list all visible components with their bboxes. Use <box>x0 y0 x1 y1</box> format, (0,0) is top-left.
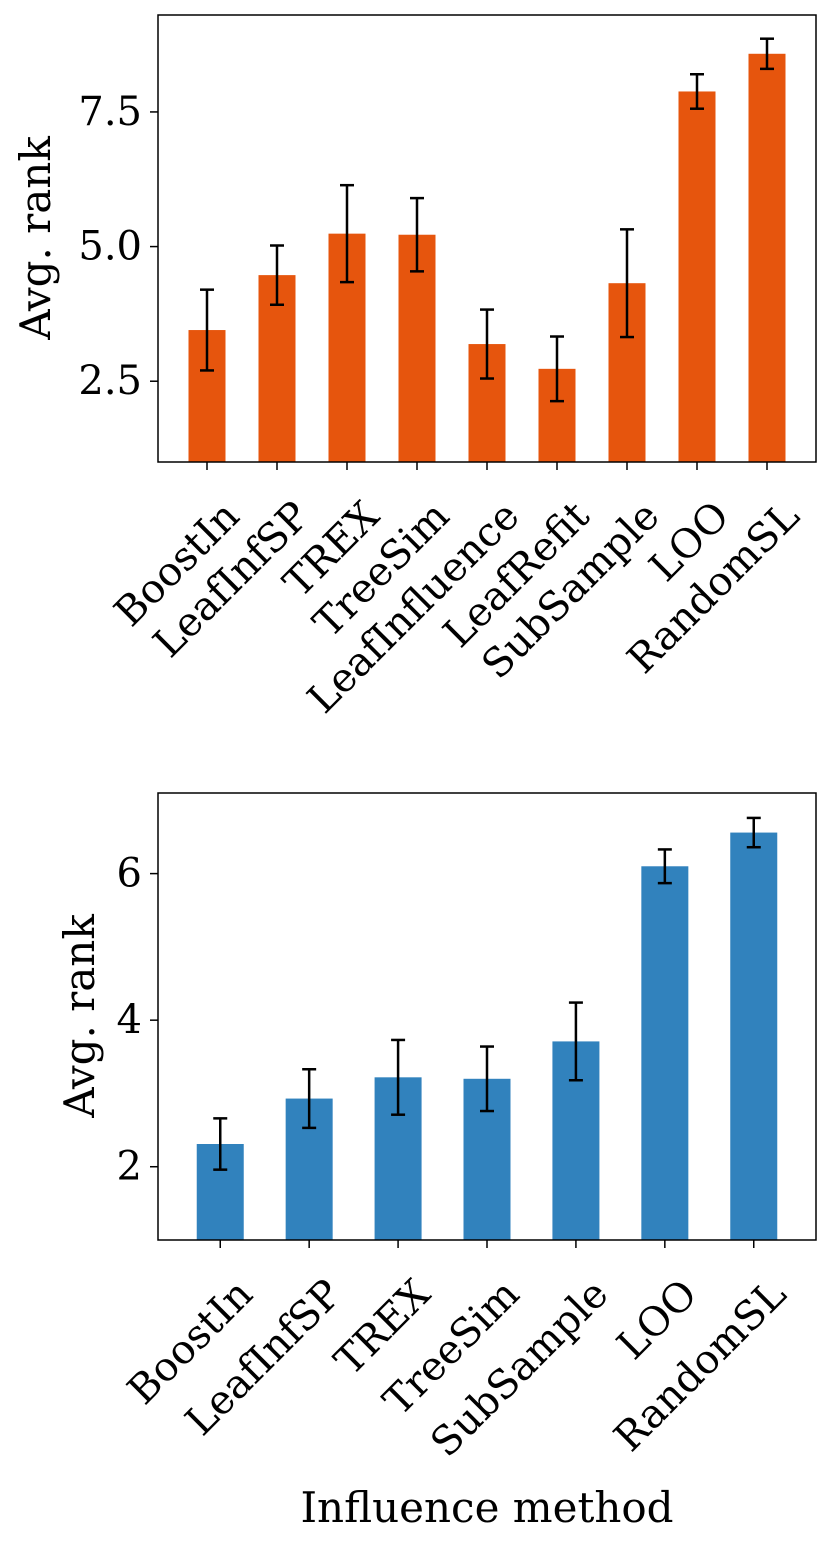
top-ytick-label: 7.5 <box>78 89 142 135</box>
top-bar-leafinfsp <box>258 275 296 462</box>
top-errorbar-subsample <box>620 228 634 339</box>
top-errorbar-leafinfsp <box>270 244 284 306</box>
top-errorbar-leafrefit <box>550 335 564 403</box>
bottom-ylabel: Avg. rank <box>55 914 104 1119</box>
top-errorbar-trex <box>340 183 354 284</box>
top-errorbar-boostin <box>200 288 214 372</box>
bottom-errorbar-loo <box>657 848 672 885</box>
bottom-errorbar-trex <box>391 1038 406 1116</box>
chart-bottom: BoostInLeafInfSPTREXTreeSimSubSampleLOOR… <box>55 792 817 1532</box>
top-ytick-label: 2.5 <box>78 358 142 404</box>
top-bar-treesim <box>398 234 436 462</box>
bottom-bar-randomsl <box>730 832 778 1240</box>
top-errorbar-randomsl <box>760 37 774 71</box>
bottom-ytick-label: 6 <box>117 851 142 897</box>
bottom-errorbar-treesim <box>480 1045 494 1113</box>
bottom-errorbar-boostin <box>213 1117 228 1171</box>
bottom-xlabel: Influence method <box>300 1483 673 1532</box>
bottom-bar-loo <box>641 866 689 1240</box>
bottom-errorbar-randomsl <box>746 816 761 849</box>
top-errorbar-treesim <box>410 196 424 273</box>
bottom-axes-frame <box>157 792 817 1241</box>
top-bar-loo <box>678 91 716 462</box>
chart-top: BoostInLeafInfSPTREXTreeSimLeafInfluence… <box>11 14 817 722</box>
top-errorbar-leafinfluence <box>480 308 494 380</box>
bottom-errorbar-leafinfsp <box>302 1068 317 1130</box>
top-axes-frame <box>157 14 817 463</box>
top-ytick-label: 5.0 <box>78 224 142 270</box>
top-errorbar-loo <box>690 72 704 110</box>
bottom-ytick-label: 4 <box>117 997 142 1043</box>
top-ylabel: Avg. rank <box>11 136 60 341</box>
bottom-errorbar-subsample <box>568 1001 583 1082</box>
bottom-ytick-label: 2 <box>117 1144 142 1190</box>
top-bar-randomsl <box>748 53 786 462</box>
